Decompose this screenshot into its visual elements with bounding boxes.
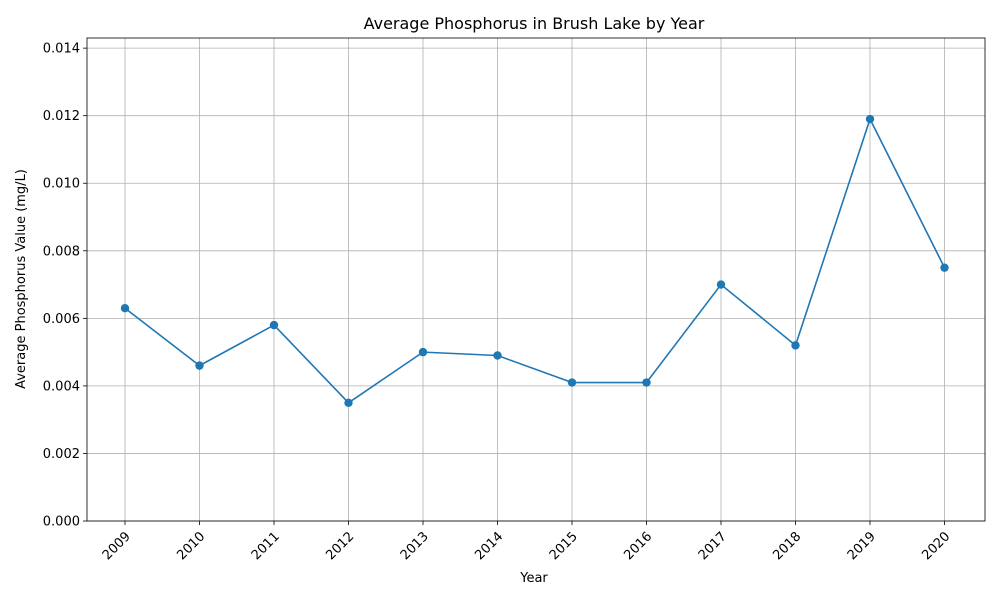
data-point-2017: [716, 280, 726, 289]
data-point-2018: [791, 341, 800, 350]
y-tick-label: 0.012: [43, 109, 80, 124]
data-point-2009: [120, 304, 130, 313]
data-point-2019: [865, 114, 875, 124]
y-tick-label: 0.004: [43, 379, 80, 394]
y-tick-label: 0.010: [43, 177, 80, 192]
x-tick-label: 2016: [621, 529, 655, 563]
x-tick-label: 2010: [174, 529, 208, 563]
y-tick-label: 0.006: [43, 312, 80, 327]
y-axis-label: Average Phosphorus Value (mg/L): [14, 169, 29, 389]
x-tick-label: 2018: [770, 529, 804, 563]
x-tick-label: 2013: [398, 529, 432, 563]
x-tick-label: 2015: [547, 529, 581, 563]
y-tick-label: 0.000: [43, 515, 80, 530]
data-point-2010: [195, 361, 204, 370]
data-point-2014: [493, 351, 502, 360]
axes-frame: [86, 37, 986, 522]
y-tick-label: 0.014: [43, 42, 80, 57]
x-tick-label: 2020: [919, 529, 953, 563]
series-line: [124, 118, 946, 404]
data-point-2013: [418, 347, 428, 357]
data-series: [120, 114, 949, 407]
data-point-2012: [344, 398, 353, 407]
data-point-2020: [940, 263, 949, 272]
x-tick-label: 2017: [696, 529, 730, 563]
y-axis-ticks: 0.000 0.002 0.004 0.006 0.008 0.010 0.012 0.014: [43, 42, 87, 530]
y-tick-label: 0.008: [43, 244, 80, 259]
grid-lines: [87, 38, 985, 522]
data-point-2016: [642, 378, 651, 387]
x-axis-ticks: 2009 2010 2011 2012 2013 2014 2015 2016 2017 2018…: [100, 521, 953, 563]
x-tick-label: 2009: [100, 529, 134, 563]
x-tick-label: 2014: [472, 529, 506, 563]
y-tick-label: 0.002: [43, 447, 80, 462]
x-tick-label: 2012: [323, 529, 357, 563]
data-point-2011: [269, 320, 279, 330]
plot-area-background: [87, 38, 985, 521]
x-axis-label: Year: [519, 571, 548, 586]
x-tick-label: 2019: [845, 529, 879, 563]
chart-title: Average Phosphorus in Brush Lake by Year: [364, 14, 705, 33]
axis-spines: [86, 37, 986, 522]
x-tick-label: 2011: [249, 529, 283, 563]
data-point-2015: [567, 378, 577, 387]
